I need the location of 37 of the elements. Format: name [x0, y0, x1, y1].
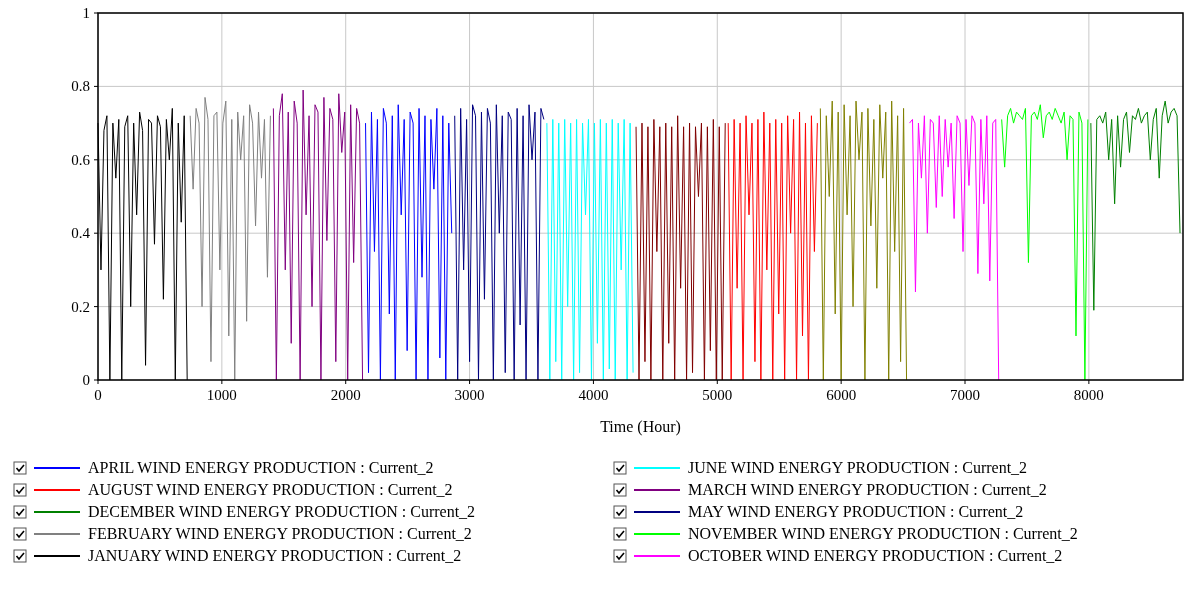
line-series	[546, 118, 634, 381]
legend-label: AUGUST WIND ENERGY PRODUCTION : Current_2	[88, 481, 453, 498]
x-axis-title: Time (Hour)	[600, 418, 681, 436]
legend-label: JUNE WIND ENERGY PRODUCTION : Current_2	[688, 459, 1028, 476]
line-series	[909, 115, 1000, 381]
x-tick-label: 6000	[826, 387, 857, 403]
x-tick-label: 5000	[702, 387, 733, 403]
legend-label: APRIL WIND ENERGY PRODUCTION : Current_2	[88, 459, 434, 476]
line-series	[727, 111, 818, 381]
line-series	[454, 104, 545, 381]
x-tick-label: 8000	[1073, 387, 1104, 403]
x-tick-label: 3000	[454, 387, 485, 403]
line-series	[635, 115, 726, 381]
legend-label: OCTOBER WIND ENERGY PRODUCTION : Current_2	[688, 547, 1063, 564]
y-tick-label: 0	[82, 372, 90, 388]
legend-label: NOVEMBER WIND ENERGY PRODUCTION : Current_2	[688, 525, 1078, 542]
legend-label: DECEMBER WIND ENERGY PRODUCTION : Current_2	[88, 503, 476, 520]
x-tick-label: 1000	[206, 387, 237, 403]
legend-label: FEBRUARY WIND ENERGY PRODUCTION : Current_2	[88, 525, 472, 542]
y-tick-label: 0.4	[71, 225, 91, 242]
x-tick-label: 7000	[950, 387, 981, 403]
line-series	[189, 96, 271, 381]
y-tick-label: 1	[82, 5, 90, 21]
line-series	[819, 100, 908, 381]
legend-label: MARCH WIND ENERGY PRODUCTION : Current_2	[688, 481, 1047, 498]
x-tick-label: 2000	[330, 387, 361, 403]
legend-label: JANUARY WIND ENERGY PRODUCTION : Current_2	[88, 547, 462, 564]
legend-label: MAY WIND ENERGY PRODUCTION : Current_2	[688, 503, 1024, 520]
y-tick-label: 0.8	[71, 78, 90, 95]
line-series	[365, 104, 453, 381]
x-tick-label: 4000	[578, 387, 609, 403]
y-tick-label: 0.2	[71, 298, 90, 315]
line-series	[1090, 100, 1181, 311]
x-tick-label: 0	[94, 387, 102, 403]
y-tick-label: 0.6	[71, 151, 91, 168]
line-series	[1001, 104, 1089, 381]
line-series	[272, 89, 364, 381]
